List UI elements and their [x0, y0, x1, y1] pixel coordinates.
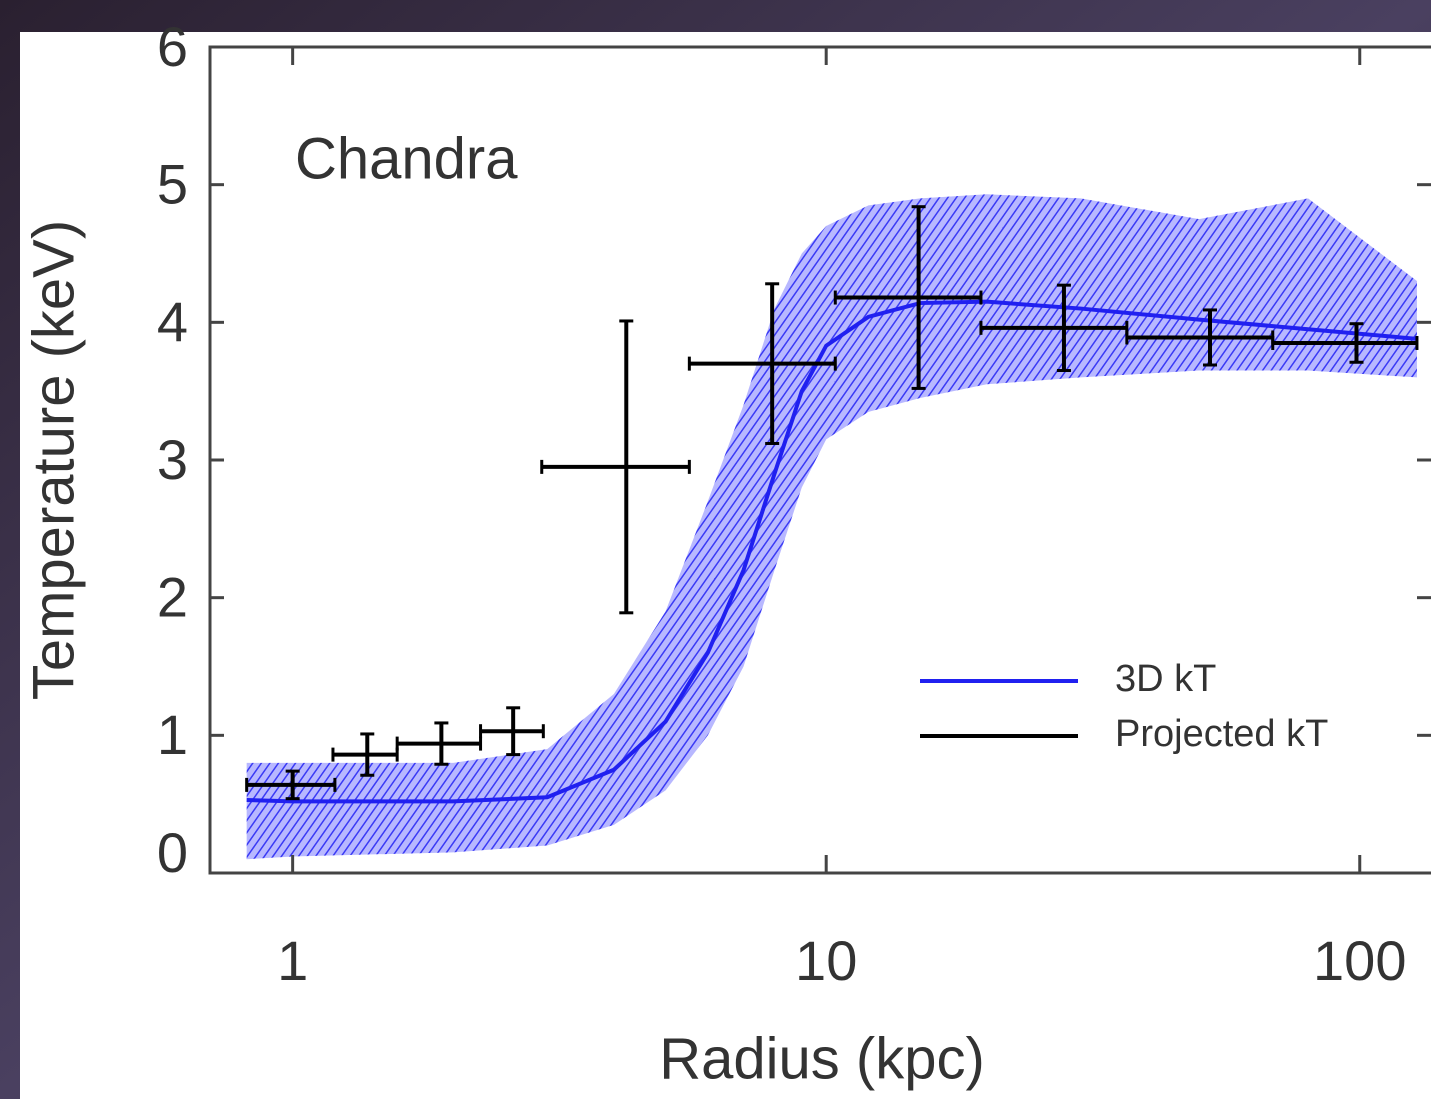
y-tick-label: 0: [157, 821, 188, 884]
y-tick-label: 2: [157, 565, 188, 628]
annotation: Chandra: [295, 126, 518, 191]
line: [246, 299, 1418, 804]
x-tick-label: 1: [277, 929, 308, 992]
y-tick-label: 6: [157, 15, 188, 78]
legend-label: 3D kT: [1115, 658, 1216, 700]
y-tick-label: 4: [157, 290, 188, 353]
error-band: [246, 194, 1417, 860]
y-tick-label: 5: [157, 152, 188, 215]
x-axis-label: Radius (kpc): [659, 1026, 985, 1091]
y-tick-label: 3: [157, 428, 188, 491]
x-tick-label: 100: [1313, 929, 1406, 992]
y-axis-label: Temperature (keV): [21, 220, 86, 700]
legend-label: Projected kT: [1115, 713, 1328, 755]
x-tick-label: 10: [795, 929, 857, 992]
y-tick-label: 1: [157, 703, 188, 766]
